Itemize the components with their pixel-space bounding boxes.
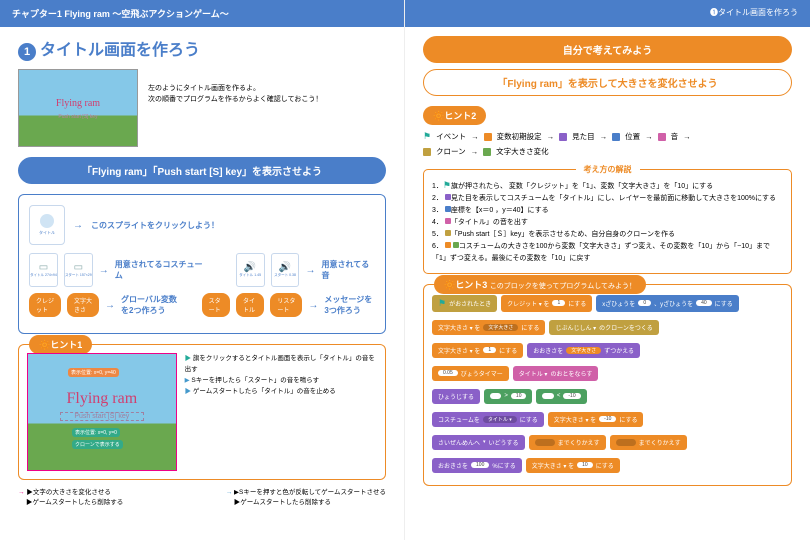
var-pill: 文字大きさ [67,293,99,317]
intro-text: 左のようにタイトル画面を作るよ。 次の順番でプログラムを作るからよく確認しておこ… [148,69,322,147]
sound-box: 🔊スタート 0.38 [271,253,300,287]
block: までくりかえす [610,435,687,450]
block: コスチュームをタイトル ▾にする [432,412,544,427]
costume-box: ▭タイトル 274×94 [29,253,58,287]
block: 0.05びょうタイマー [432,366,509,381]
thumb-title: Flying ram [19,98,137,109]
block: タイトル ▾のおとをならす [513,366,599,381]
block: おおきさを文字大きさずつかえる [527,343,640,358]
section-title: 1タイトル画面を作ろう [18,36,386,61]
block: 文字大きさ ▾ を文字大きさにする [432,320,545,335]
hint1-list: ▶ 旗をクリックするとタイトル画面を表示し「タイトル」の音を出す ▶ Sキーを押… [185,353,377,471]
block: さいぜんめんへ▾いどうする [432,435,525,450]
sprite-box: タイトル [29,205,65,245]
msg-pill: スタート [202,293,230,317]
hint1-tag: 🔆ヒント1 [29,335,92,354]
game-thumbnail: Flying ram Push start [S] key [18,69,138,147]
hint2-tag: 🔆ヒント2 [423,106,486,125]
block: ⚑がおされたとき [432,295,497,312]
block: おおきさを100%にする [432,458,522,473]
sound-box: 🔊タイトル 1.45 [236,253,265,287]
var-pill: クレジット [29,293,61,317]
block: 文字大きさ ▾ を10にする [526,458,620,473]
section-text: タイトル画面を作ろう [40,42,200,59]
hint3-panel: 🔆ヒント3 このブロックを使ってプログラムしてみよう！ ⚑がおされたとき クレジ… [423,284,792,486]
orange-heading: 自分で考えてみよう [423,36,792,63]
section-num: 1 [18,43,36,61]
hint3-tag: 🔆ヒント3 このブロックを使ってプログラムしてみよう！ [434,275,646,294]
explanation-panel: 考え方の解説 1．⚑旗が押されたら、 変数「クレジット」を「1」、変数「文字大き… [423,169,792,274]
msg-pill: リスタート [270,293,302,317]
block: じぶんじしん ▾のクローンをつくる [549,320,658,335]
hint1-panel: 🔆ヒント1 表示位置: x=0, y=40 Flying ram Push st… [18,344,386,480]
arrow-icon: → [73,220,83,231]
msg-pill: タイトル [236,293,264,317]
sprite-panel: タイトル → このスプライトをクリックしよう！ ▭タイトル 274×94 ▭スタ… [18,194,386,334]
block: までくりかえす [529,435,606,450]
blue-heading: 「Flying ram」「Push start [S] key」を表示させよう [18,157,386,184]
costume-box: ▭スタート 157×29 [64,253,93,287]
orange-subheading: 「Flying ram」を表示して大きさを変化させよう [423,69,792,96]
flag-icon: ⚑ [423,131,431,142]
row-text: このスプライトをクリックしよう！ [91,220,219,231]
game-thumbnail-annot: 表示位置: x=0, y=40 Flying ram Push start [S… [27,353,177,471]
scratch-blocks: ⚑がおされたとき クレジット ▾ を1にする xざひょうを0、yざひょうを40に… [432,295,783,477]
block: xざひょうを0、yざひょうを40にする [596,295,738,312]
block: 文字大きさ ▾ を1にする [432,343,523,358]
block: ひょうじする [432,389,480,404]
block: クレジット ▾ を1にする [501,295,592,312]
block: <-10 [536,389,586,404]
low-annotations: → ▶文字の大きさを変化させる▶ゲームスタートしたら削除する → ▶Sキーを押す… [18,486,386,506]
block: 文字大きさ ▾ を-10にする [548,412,644,427]
hint2-legend: ⚑イベント → 変数初期設定 → 見た目 → 位置 → 音 → [423,131,792,142]
block: >10 [484,389,532,404]
thumb-sub: Push start [S] key [19,114,137,120]
